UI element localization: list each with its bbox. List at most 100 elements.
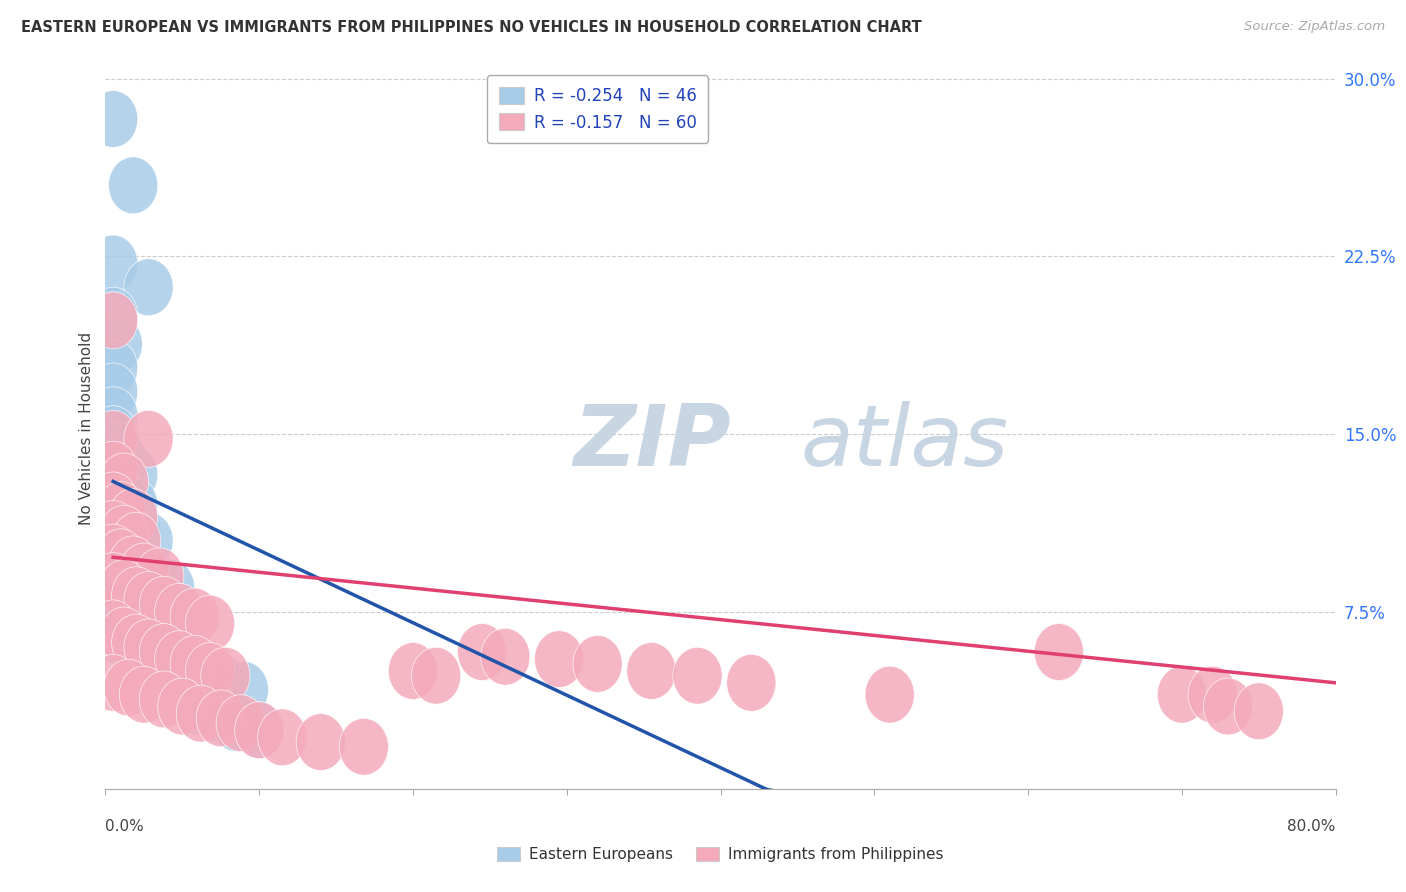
Ellipse shape	[100, 572, 149, 628]
Ellipse shape	[297, 714, 346, 771]
Text: 0.0%: 0.0%	[105, 820, 145, 834]
Ellipse shape	[89, 235, 138, 292]
Ellipse shape	[89, 91, 138, 147]
Ellipse shape	[139, 671, 188, 728]
Ellipse shape	[93, 422, 142, 479]
Ellipse shape	[89, 524, 138, 581]
Ellipse shape	[89, 566, 138, 624]
Ellipse shape	[217, 695, 266, 752]
Ellipse shape	[235, 702, 284, 758]
Ellipse shape	[176, 685, 225, 742]
Ellipse shape	[124, 259, 173, 316]
Ellipse shape	[89, 472, 138, 529]
Ellipse shape	[89, 292, 138, 349]
Text: EASTERN EUROPEAN VS IMMIGRANTS FROM PHILIPPINES NO VEHICLES IN HOUSEHOLD CORRELA: EASTERN EUROPEAN VS IMMIGRANTS FROM PHIL…	[21, 20, 922, 35]
Ellipse shape	[100, 500, 149, 558]
Ellipse shape	[574, 635, 623, 692]
Ellipse shape	[135, 548, 184, 605]
Ellipse shape	[1035, 624, 1084, 681]
Ellipse shape	[139, 593, 188, 649]
Ellipse shape	[627, 642, 676, 699]
Ellipse shape	[157, 678, 207, 735]
Ellipse shape	[1204, 678, 1253, 735]
Ellipse shape	[157, 638, 207, 695]
Ellipse shape	[100, 434, 149, 491]
Ellipse shape	[108, 536, 157, 593]
Legend: Eastern Europeans, Immigrants from Philippines: Eastern Europeans, Immigrants from Phili…	[491, 841, 950, 869]
Ellipse shape	[89, 524, 138, 581]
Ellipse shape	[124, 619, 173, 676]
Ellipse shape	[170, 635, 219, 692]
Ellipse shape	[120, 543, 169, 600]
Ellipse shape	[93, 316, 142, 373]
Ellipse shape	[173, 678, 222, 735]
Ellipse shape	[186, 642, 235, 699]
Text: 80.0%: 80.0%	[1288, 820, 1336, 834]
Ellipse shape	[211, 695, 260, 752]
Ellipse shape	[89, 363, 138, 420]
Ellipse shape	[155, 583, 204, 640]
Ellipse shape	[89, 387, 138, 443]
Ellipse shape	[120, 666, 169, 723]
Ellipse shape	[111, 566, 160, 624]
Ellipse shape	[96, 482, 145, 538]
Ellipse shape	[139, 576, 188, 633]
Ellipse shape	[89, 442, 138, 498]
Ellipse shape	[93, 607, 142, 664]
Ellipse shape	[89, 600, 138, 657]
Ellipse shape	[257, 709, 307, 765]
Ellipse shape	[108, 157, 157, 214]
Ellipse shape	[108, 446, 157, 503]
Ellipse shape	[108, 489, 157, 545]
Ellipse shape	[89, 458, 138, 515]
Ellipse shape	[111, 512, 160, 569]
Ellipse shape	[1188, 666, 1237, 723]
Text: Source: ZipAtlas.com: Source: ZipAtlas.com	[1244, 20, 1385, 33]
Ellipse shape	[100, 453, 149, 510]
Ellipse shape	[89, 655, 138, 711]
Ellipse shape	[89, 489, 138, 545]
Ellipse shape	[155, 600, 204, 657]
Ellipse shape	[170, 588, 219, 645]
Ellipse shape	[93, 533, 142, 591]
Ellipse shape	[100, 607, 149, 664]
Ellipse shape	[89, 406, 138, 463]
Ellipse shape	[100, 505, 149, 562]
Ellipse shape	[191, 685, 240, 742]
Text: atlas: atlas	[800, 401, 1008, 484]
Ellipse shape	[145, 559, 194, 616]
Ellipse shape	[93, 465, 142, 522]
Ellipse shape	[176, 648, 225, 704]
Ellipse shape	[124, 410, 173, 467]
Ellipse shape	[111, 614, 160, 671]
Ellipse shape	[865, 666, 914, 723]
Text: ZIP: ZIP	[574, 401, 731, 484]
Ellipse shape	[1157, 666, 1206, 723]
Ellipse shape	[197, 690, 246, 747]
Ellipse shape	[104, 659, 153, 716]
Ellipse shape	[727, 655, 776, 711]
Ellipse shape	[100, 472, 149, 529]
Ellipse shape	[108, 476, 157, 533]
Ellipse shape	[93, 496, 142, 552]
Ellipse shape	[186, 595, 235, 652]
Ellipse shape	[115, 548, 165, 605]
Ellipse shape	[412, 648, 461, 704]
Ellipse shape	[388, 642, 437, 699]
Ellipse shape	[89, 410, 138, 467]
Ellipse shape	[235, 702, 284, 758]
Ellipse shape	[111, 505, 160, 562]
Ellipse shape	[339, 718, 388, 775]
Ellipse shape	[89, 552, 138, 609]
Ellipse shape	[534, 631, 583, 688]
Ellipse shape	[131, 552, 180, 609]
Ellipse shape	[124, 624, 173, 681]
Ellipse shape	[197, 655, 246, 711]
Ellipse shape	[1234, 682, 1284, 739]
Ellipse shape	[481, 628, 530, 685]
Ellipse shape	[219, 662, 269, 718]
Ellipse shape	[108, 614, 157, 671]
Ellipse shape	[201, 648, 250, 704]
Ellipse shape	[155, 631, 204, 688]
Ellipse shape	[104, 541, 153, 598]
